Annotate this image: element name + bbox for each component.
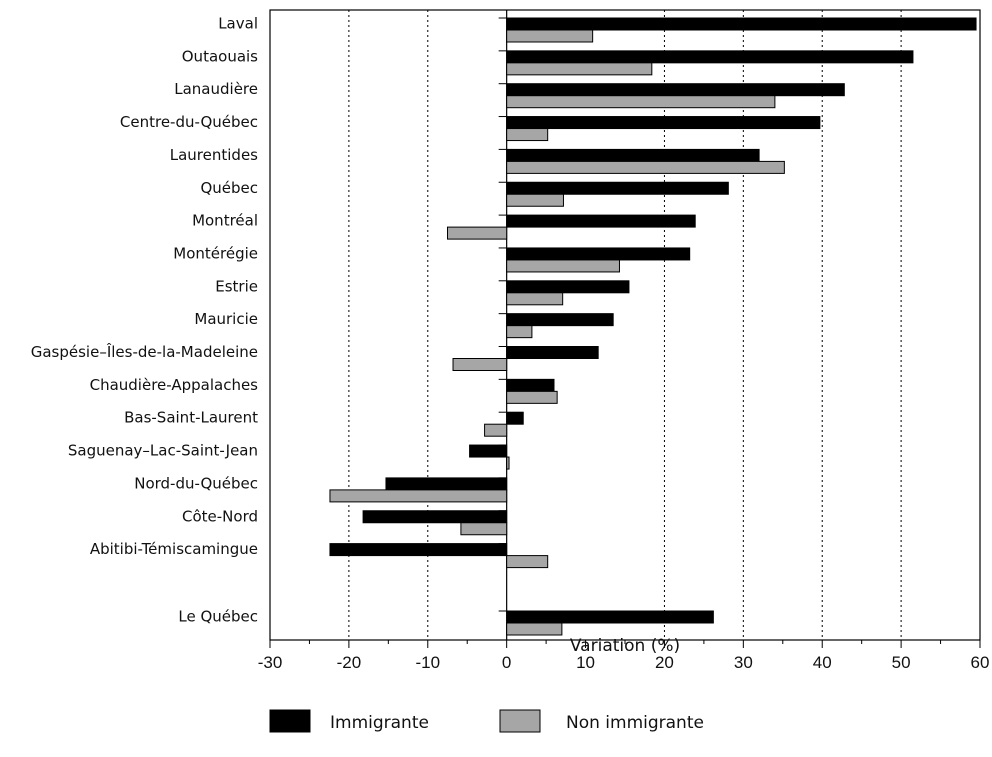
legend-label-immigrante: Immigrante: [330, 713, 429, 733]
bar-immigrante-estrie: [506, 280, 630, 294]
bar-non-immigrante-laval: [506, 29, 594, 43]
x-tick-label: 30: [734, 653, 753, 672]
category-label-saguenay-lac-saint-jean: Saguenay–Lac-Saint-Jean: [68, 442, 258, 460]
category-label-laval: Laval: [218, 15, 258, 33]
bar-immigrante-bas-saint-laurent: [506, 411, 524, 425]
legend: Immigrante Non immigrante: [269, 709, 704, 733]
bar-non-immigrante-nord-du-quebec: [329, 489, 508, 503]
x-tick-label: 10: [576, 653, 595, 672]
bar-immigrante-mauricie: [506, 313, 614, 327]
category-label-gaspesie-iles-de-la-madeleine: Gaspésie–Îles-de-la-Madeleine: [31, 342, 258, 361]
category-label-abitibi-temiscamingue: Abitibi-Témiscamingue: [90, 540, 258, 558]
category-label-quebec: Québec: [200, 179, 258, 197]
bar-immigrante-montreal: [506, 214, 696, 228]
x-tick-label: 0: [502, 653, 511, 672]
legend-swatch-immigrante: [269, 709, 311, 733]
category-label-bas-saint-laurent: Bas-Saint-Laurent: [124, 409, 258, 427]
bar-non-immigrante-montreal: [447, 226, 508, 240]
legend-label-non-immigrante: Non immigrante: [566, 713, 704, 733]
category-label-laurentides: Laurentides: [170, 146, 258, 164]
bar-immigrante-nord-du-quebec: [385, 477, 508, 491]
category-label-centre-du-quebec: Centre-du-Québec: [120, 113, 258, 131]
category-labels: Laval Outaouais Lanaudière Centre-du-Québec…: [31, 15, 258, 626]
x-tick-label: 50: [892, 653, 911, 672]
x-axis: -30 -20 -10 0 10 20 30 40 50 60: [258, 640, 990, 672]
category-label-outaouais: Outaouais: [182, 47, 258, 65]
bar-non-immigrante-estrie: [506, 292, 564, 306]
bar-immigrante-gaspesie-iles-de-la-madeleine: [506, 346, 599, 359]
category-label-mauricie: Mauricie: [194, 310, 258, 328]
x-tick-label: 40: [813, 653, 832, 672]
bar-immigrante-centre-du-quebec: [506, 116, 821, 130]
bar-non-immigrante-laurentides: [506, 160, 785, 174]
category-label-cote-nord: Côte-Nord: [182, 507, 258, 525]
bar-immigrante-le-quebec: [506, 610, 714, 624]
bar-non-immigrante-outaouais: [506, 62, 653, 76]
bar-immigrante-outaouais: [506, 50, 914, 64]
x-tick-label: 20: [655, 653, 674, 672]
bar-immigrante-monteregie: [506, 247, 691, 261]
category-label-monteregie: Montérégie: [173, 244, 258, 262]
bar-non-immigrante-mauricie: [506, 325, 533, 339]
bar-non-immigrante-saguenay-lac-saint-jean: [506, 456, 510, 470]
category-label-montreal: Montréal: [192, 212, 258, 230]
bar-non-immigrante-bas-saint-laurent: [484, 423, 508, 437]
bar-non-immigrante-monteregie: [506, 259, 620, 273]
bar-immigrante-laurentides: [506, 148, 760, 162]
category-label-estrie: Estrie: [215, 277, 258, 295]
bar-immigrante-laval: [506, 17, 977, 31]
bar-non-immigrante-le-quebec: [506, 622, 563, 636]
bar-non-immigrante-abitibi-temiscamingue: [506, 555, 549, 569]
bars: [329, 17, 977, 636]
legend-swatch-non-immigrante: [499, 709, 541, 733]
bar-immigrante-lanaudiere: [506, 83, 845, 97]
bar-immigrante-quebec: [506, 181, 729, 195]
bar-non-immigrante-chaudiere-appalaches: [506, 390, 558, 404]
x-tick-label: -10: [415, 653, 440, 672]
x-axis-title: Variation (%): [570, 636, 680, 656]
bar-immigrante-chaudiere-appalaches: [506, 378, 555, 392]
category-label-lanaudiere: Lanaudière: [174, 80, 258, 98]
category-label-le-quebec: Le Québec: [178, 608, 258, 626]
bar-immigrante-cote-nord: [362, 510, 508, 524]
x-tick-label: 60: [971, 653, 990, 672]
x-tick-label: -30: [258, 653, 283, 672]
bar-non-immigrante-lanaudiere: [506, 95, 776, 109]
bar-non-immigrante-quebec: [506, 193, 564, 207]
bar-non-immigrante-centre-du-quebec: [506, 128, 549, 142]
bar-immigrante-saguenay-lac-saint-jean: [469, 444, 508, 458]
bar-non-immigrante-cote-nord: [460, 522, 508, 536]
x-tick-label: -20: [337, 653, 362, 672]
category-label-nord-du-quebec: Nord-du-Québec: [134, 474, 258, 492]
bar-non-immigrante-gaspesie-iles-de-la-madeleine: [452, 358, 508, 371]
bar-immigrante-abitibi-temiscamingue: [329, 543, 508, 557]
category-label-chaudiere-appalaches: Chaudière-Appalaches: [90, 376, 259, 394]
